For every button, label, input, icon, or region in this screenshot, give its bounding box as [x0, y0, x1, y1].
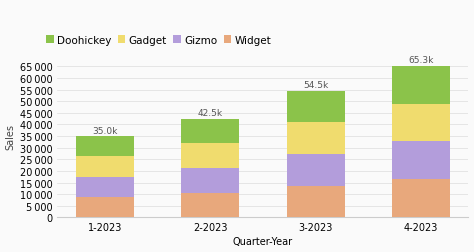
- Y-axis label: Sales: Sales: [6, 123, 16, 149]
- Bar: [76, 137, 134, 157]
- Bar: [182, 119, 239, 144]
- Text: 54.5k: 54.5k: [303, 81, 328, 90]
- Bar: [392, 180, 450, 217]
- Bar: [392, 66, 450, 104]
- Bar: [392, 142, 450, 180]
- Bar: [287, 123, 345, 154]
- Bar: [392, 104, 450, 142]
- Text: 42.5k: 42.5k: [198, 109, 223, 118]
- Bar: [76, 177, 134, 197]
- Bar: [287, 154, 345, 186]
- Bar: [182, 193, 239, 217]
- Bar: [182, 168, 239, 193]
- Bar: [76, 197, 134, 217]
- Text: 35.0k: 35.0k: [92, 126, 118, 135]
- Bar: [287, 91, 345, 123]
- X-axis label: Quarter-Year: Quarter-Year: [233, 237, 293, 246]
- Bar: [182, 144, 239, 168]
- Bar: [287, 186, 345, 217]
- Bar: [76, 157, 134, 177]
- Legend: Doohickey, Gadget, Gizmo, Widget: Doohickey, Gadget, Gizmo, Widget: [42, 32, 275, 50]
- Text: 65.3k: 65.3k: [408, 56, 434, 65]
